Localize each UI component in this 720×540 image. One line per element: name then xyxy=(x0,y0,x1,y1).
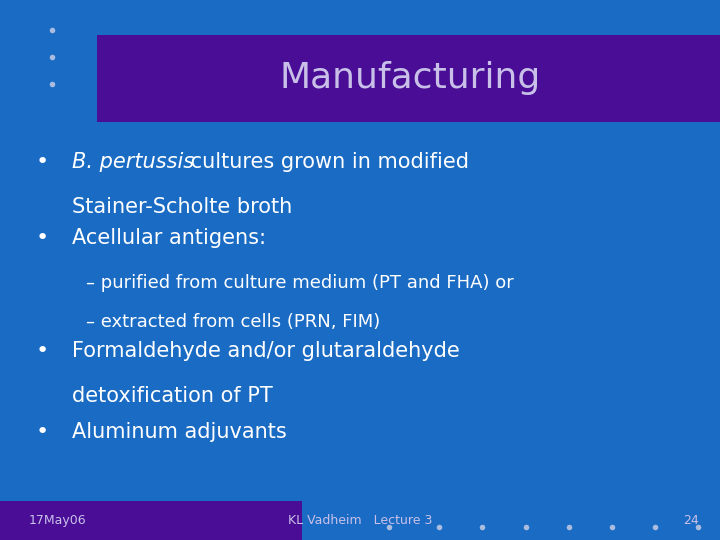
Text: cultures grown in modified: cultures grown in modified xyxy=(184,152,469,172)
Text: Formaldehyde and/or glutaraldehyde: Formaldehyde and/or glutaraldehyde xyxy=(72,341,460,361)
Text: Stainer-Scholte broth: Stainer-Scholte broth xyxy=(72,197,292,217)
Text: •: • xyxy=(36,341,49,361)
Text: •: • xyxy=(36,152,49,172)
Text: 17May06: 17May06 xyxy=(29,514,86,527)
Text: Manufacturing: Manufacturing xyxy=(280,61,541,94)
Text: detoxification of PT: detoxification of PT xyxy=(72,386,273,406)
Text: – extracted from cells (PRN, FIM): – extracted from cells (PRN, FIM) xyxy=(86,313,381,331)
Text: Aluminum adjuvants: Aluminum adjuvants xyxy=(72,422,287,442)
Text: 24: 24 xyxy=(683,514,698,527)
FancyBboxPatch shape xyxy=(97,35,720,122)
Text: •: • xyxy=(36,422,49,442)
FancyBboxPatch shape xyxy=(0,501,302,540)
Text: – purified from culture medium (PT and FHA) or: – purified from culture medium (PT and F… xyxy=(86,274,514,292)
Text: Acellular antigens:: Acellular antigens: xyxy=(72,228,266,248)
Text: KL Vadheim   Lecture 3: KL Vadheim Lecture 3 xyxy=(288,514,432,527)
Text: B. pertussis: B. pertussis xyxy=(72,152,194,172)
Text: •: • xyxy=(36,228,49,248)
